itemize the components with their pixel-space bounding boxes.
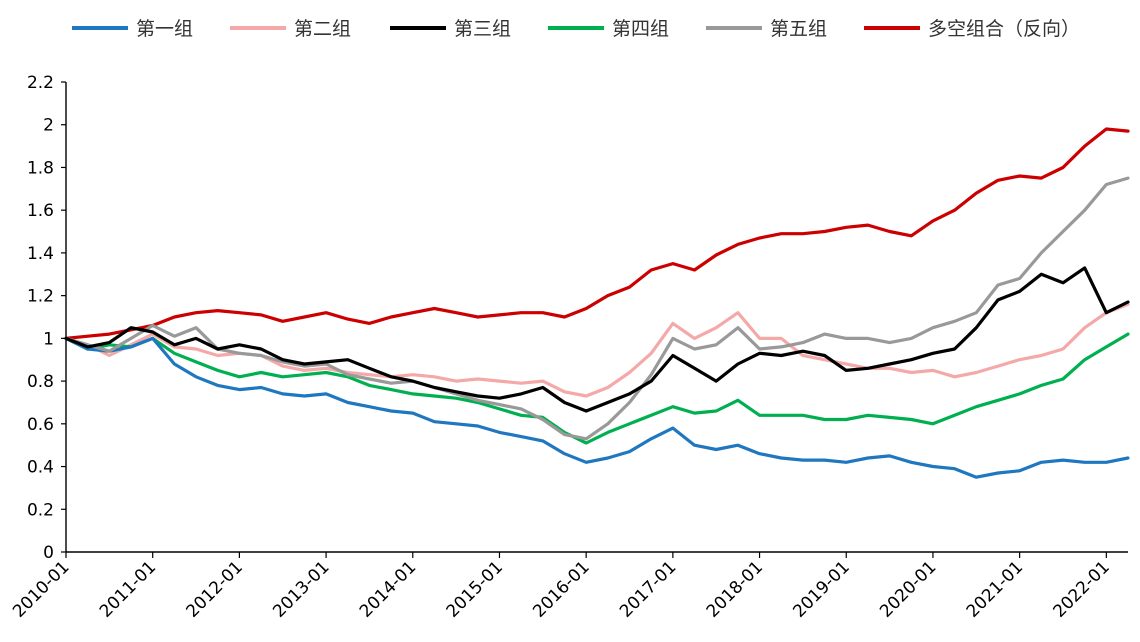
y-tick-label: 1.2 <box>27 287 54 307</box>
y-tick-label: 0.4 <box>27 458 54 478</box>
x-tick-label: 2021-01 <box>963 557 1027 621</box>
y-tick-label: 1.6 <box>27 201 54 221</box>
x-tick-label: 2022-01 <box>1049 557 1113 621</box>
x-tick-label: 2012-01 <box>183 557 247 621</box>
x-tick-label: 2015-01 <box>443 557 507 621</box>
y-tick-label: 1.4 <box>27 244 54 264</box>
legend-label: 第二组 <box>294 18 351 40</box>
series-line-4 <box>64 332 1130 445</box>
series-layer <box>64 127 1130 479</box>
series-line-3 <box>64 266 1130 413</box>
legend-label: 第三组 <box>454 18 511 40</box>
y-ticks: 0 0.2 0.4 0.6 0.8 1 1.2 1.4 1.6 1.8 2 2.2 <box>27 73 66 563</box>
y-tick-label: 2 <box>43 116 54 136</box>
y-tick-label: 1.8 <box>27 158 54 178</box>
x-tick-label: 2019-01 <box>789 557 853 621</box>
x-ticks: 2010-01 2011-01 2012-01 2013-01 2014-01 2015-… <box>9 552 1114 622</box>
x-tick-label: 2017-01 <box>616 557 680 621</box>
x-tick-label: 2011-01 <box>96 557 160 621</box>
x-tick-label: 2010-01 <box>9 557 73 621</box>
legend-label: 第一组 <box>136 18 193 40</box>
y-tick-label: 0 <box>43 543 54 563</box>
y-tick-label: 0.8 <box>27 372 54 392</box>
series-line-6 <box>64 127 1130 340</box>
x-tick-label: 2020-01 <box>876 557 940 621</box>
x-tick-label: 2016-01 <box>529 557 593 621</box>
legend-label: 第四组 <box>612 18 669 40</box>
y-tick-label: 1 <box>43 329 54 349</box>
series-line-1 <box>64 336 1130 479</box>
x-tick-label: 2018-01 <box>703 557 767 621</box>
y-tick-label: 2.2 <box>27 73 54 93</box>
x-tick-label: 2014-01 <box>356 557 420 621</box>
legend: 第一组 第二组 第三组 第四组 第五组 多空组合（反向） <box>72 18 1080 40</box>
series-line-5 <box>64 176 1130 441</box>
legend-label: 多空组合（反向） <box>928 18 1080 40</box>
y-tick-label: 0.6 <box>27 415 54 435</box>
x-tick-label: 2013-01 <box>269 557 333 621</box>
legend-label: 第五组 <box>770 18 827 40</box>
y-tick-label: 0.2 <box>27 500 54 520</box>
